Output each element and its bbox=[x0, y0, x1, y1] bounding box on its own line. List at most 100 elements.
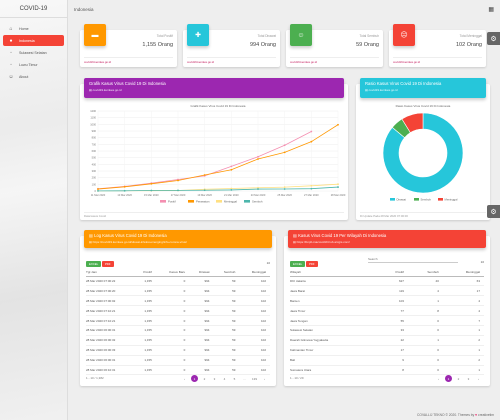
table-cell: 28 Mar 2020 06:00:31 bbox=[86, 355, 136, 366]
page-button[interactable]: … bbox=[243, 376, 246, 381]
data-point[interactable] bbox=[150, 189, 153, 192]
data-point[interactable] bbox=[203, 189, 206, 192]
page-length-select[interactable]: 10 bbox=[480, 260, 484, 264]
data-point[interactable] bbox=[177, 179, 179, 182]
column-header[interactable]: Wilayah bbox=[290, 268, 380, 277]
column-header[interactable]: Sembuh bbox=[407, 268, 443, 277]
table-cell: 0 bbox=[155, 276, 190, 287]
settings-gear-icon[interactable]: ⚙ bbox=[487, 205, 500, 218]
column-header[interactable]: Kasus Baru bbox=[155, 268, 190, 277]
y-tick-label: 200 bbox=[92, 176, 97, 180]
table-cell: 994 bbox=[189, 285, 214, 297]
data-point[interactable] bbox=[283, 151, 286, 154]
table-row: Jawa Timur 77 8 4 bbox=[290, 305, 484, 317]
stat-label: Total Meninggal bbox=[459, 34, 482, 38]
card-subtitle[interactable]: ▤ https://bnpb-inacovid19.hub.arcgis.com… bbox=[293, 240, 350, 244]
data-point[interactable] bbox=[283, 186, 286, 189]
data-point[interactable] bbox=[283, 188, 286, 190]
legend-label[interactable]: Sembuh bbox=[421, 197, 432, 201]
data-point[interactable] bbox=[257, 186, 259, 189]
data-point[interactable] bbox=[123, 185, 126, 188]
card-subtitle[interactable]: ▤ covid19.kemkes.go.id bbox=[365, 88, 398, 92]
legend-label[interactable]: Meninggal bbox=[224, 199, 237, 203]
data-point[interactable] bbox=[310, 187, 313, 190]
page-button[interactable]: 139 bbox=[251, 376, 257, 381]
column-header[interactable]: Positif bbox=[380, 268, 408, 277]
apps-grid-icon[interactable]: ▦ bbox=[488, 6, 494, 13]
pie-slice[interactable] bbox=[382, 112, 464, 194]
sidebar-item-about[interactable]: ☺ About bbox=[3, 71, 64, 82]
page-button[interactable]: 2 bbox=[203, 376, 206, 381]
legend-label[interactable]: Positif bbox=[168, 199, 176, 203]
data-point[interactable] bbox=[150, 182, 153, 185]
column-header[interactable]: Positif bbox=[135, 268, 156, 277]
page-button[interactable]: ‹ bbox=[184, 376, 185, 381]
export-pdf-button[interactable]: PDF bbox=[102, 261, 114, 267]
column-header[interactable]: Dirawat bbox=[189, 268, 214, 277]
stat-source-link[interactable]: covid19.kemkes.go.id bbox=[84, 57, 173, 64]
data-point[interactable] bbox=[310, 140, 313, 143]
data-point[interactable] bbox=[230, 165, 233, 168]
data-point[interactable] bbox=[257, 188, 259, 190]
brand-title[interactable]: COVID-19 bbox=[0, 0, 67, 18]
data-point[interactable] bbox=[310, 184, 313, 187]
card-subtitle[interactable]: ▤ covid19.kemkes.go.id bbox=[89, 88, 122, 92]
data-point[interactable] bbox=[177, 189, 179, 192]
card-subtitle[interactable]: ▤ https://covid19.kemkes.go.id/situasi-i… bbox=[89, 240, 187, 244]
data-point[interactable] bbox=[337, 186, 339, 188]
ratio-card: Rasio Kasus Virus Covid 19 Di Indonesia … bbox=[356, 78, 490, 220]
page-button[interactable]: 3 bbox=[213, 376, 216, 381]
table-row: 28 Mar 2020 07:00:02 1,155 0 994 59 102 bbox=[86, 295, 270, 307]
export-excel-button[interactable]: EXCEL bbox=[86, 261, 102, 267]
settings-gear-icon[interactable]: ⚙ bbox=[487, 32, 500, 45]
column-header[interactable]: Meninggal bbox=[239, 268, 270, 277]
page-length-select[interactable]: 10 bbox=[266, 261, 270, 265]
data-point[interactable] bbox=[283, 144, 286, 147]
legend-label[interactable]: Perawatan bbox=[196, 199, 210, 203]
stat-source-link[interactable]: covid19.kemkes.go.id bbox=[393, 57, 482, 64]
data-point[interactable] bbox=[337, 123, 339, 126]
data-point[interactable] bbox=[230, 168, 233, 171]
table-info: 1 - 10 / 1,382 bbox=[86, 376, 104, 380]
data-point[interactable] bbox=[257, 158, 259, 160]
table-row: 28 Mar 2020 07:00:22 1,155 0 994 59 102 bbox=[86, 276, 270, 287]
column-header[interactable]: Meninggal bbox=[442, 268, 484, 277]
stat-label: Total Positif bbox=[156, 34, 173, 38]
data-point[interactable] bbox=[97, 188, 99, 190]
page-button[interactable]: 3 bbox=[467, 376, 470, 381]
stat-source-link[interactable]: covid19.kemkes.go.id bbox=[290, 57, 379, 64]
page-button[interactable]: ‹ bbox=[438, 376, 439, 381]
column-header[interactable]: Tgl Jam bbox=[86, 268, 136, 277]
data-point[interactable] bbox=[337, 183, 339, 186]
sidebar-item-luwu-timur[interactable]: ◦ Luwu Timur bbox=[3, 59, 64, 70]
data-point[interactable] bbox=[230, 187, 233, 190]
page-button[interactable]: 5 bbox=[233, 376, 236, 381]
data-point[interactable] bbox=[230, 189, 233, 191]
legend-label[interactable]: Dirawat bbox=[397, 197, 407, 201]
column-header[interactable]: Sembuh bbox=[213, 268, 240, 277]
sidebar-item-indonesia[interactable]: ● Indonesia bbox=[3, 35, 64, 46]
export-excel-button[interactable]: EXCEL bbox=[290, 261, 306, 267]
sidebar-item-home[interactable]: ⌂ Home bbox=[3, 23, 64, 34]
data-point[interactable] bbox=[310, 130, 313, 133]
legend-label[interactable]: Sembuh bbox=[252, 199, 263, 203]
pie-slice[interactable] bbox=[401, 112, 424, 134]
table-cell: DKI Jakarta bbox=[290, 276, 380, 287]
export-pdf-button[interactable]: PDF bbox=[306, 261, 318, 267]
page-button[interactable]: 2 bbox=[457, 376, 460, 381]
data-point[interactable] bbox=[257, 155, 259, 158]
legend-label[interactable]: Meninggal bbox=[445, 197, 458, 201]
data-point[interactable] bbox=[97, 189, 99, 192]
data-point[interactable] bbox=[123, 189, 126, 192]
page-button[interactable]: › bbox=[264, 376, 265, 381]
page-button[interactable]: 4 bbox=[223, 376, 226, 381]
sidebar-item-sulawesi-selatan[interactable]: ◦ Sulawesi Selatan bbox=[3, 47, 64, 58]
search-input[interactable] bbox=[368, 256, 458, 263]
person-icon: ☺ bbox=[8, 73, 14, 80]
page-button[interactable]: 1 bbox=[191, 375, 198, 382]
page-button[interactable]: › bbox=[478, 376, 479, 381]
footer-author-link[interactable]: creativetim bbox=[478, 413, 494, 417]
page-button[interactable]: 1 bbox=[445, 375, 452, 382]
stat-source-link[interactable]: covid19.kemkes.go.id bbox=[187, 57, 276, 64]
data-point[interactable] bbox=[203, 174, 206, 176]
